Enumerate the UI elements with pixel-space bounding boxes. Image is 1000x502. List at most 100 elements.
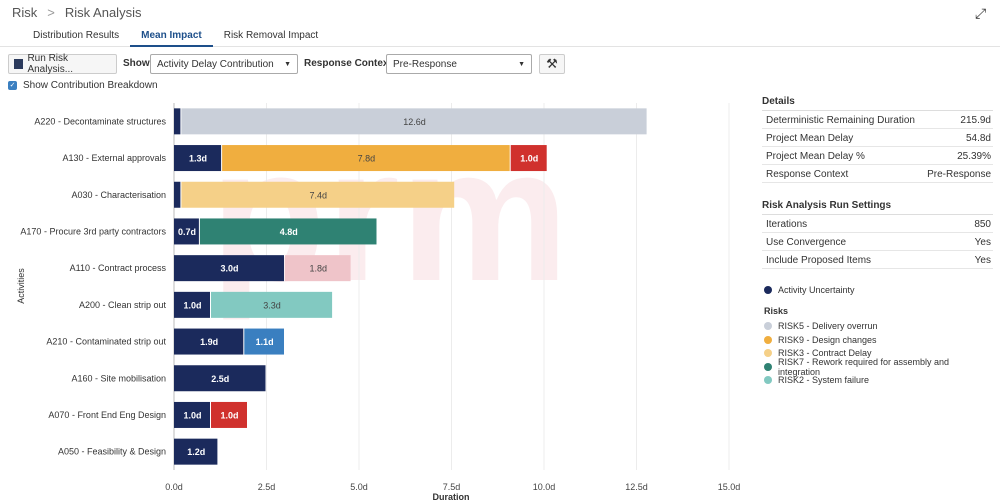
bar-data-label: 7.8d [358,154,376,164]
category-label: A070 - Front End Eng Design [48,410,166,420]
details-panel: Details Deterministic Remaining Duration… [762,93,993,387]
bar-segment[interactable] [211,401,247,428]
x-tick-label: 7.5d [443,482,461,492]
legend-risk-item[interactable]: RISK5 - Delivery overrun [762,320,993,334]
details-row: Response Context Pre-Response [762,165,993,183]
watermark-logo: prm [210,109,569,321]
x-tick-label: 2.5d [258,482,276,492]
category-label: A160 - Site mobilisation [71,373,166,383]
tab-distribution-results[interactable]: Distribution Results [33,30,120,41]
bar-data-label: 2.5d [211,374,229,384]
bar-data-label: 0.7d [178,227,196,237]
response-context-label: Response Context [304,58,392,69]
details-value: Pre-Response [927,169,991,180]
tab-bar: Distribution Results Mean Impact Risk Re… [0,26,1000,47]
y-axis-label: Activities [16,268,26,304]
chevron-down-icon: ▼ [284,60,291,68]
bar-segment[interactable] [181,181,455,208]
breadcrumb-risk[interactable]: Risk [12,5,38,20]
response-context-select[interactable]: Pre-Response ▼ [386,54,532,74]
x-tick-label: 12.5d [625,482,648,492]
tab-mean-impact[interactable]: Mean Impact [130,26,213,47]
details-key: Project Mean Delay [766,133,854,144]
bar-segment[interactable] [199,218,377,245]
bar-segment[interactable] [174,291,210,318]
x-tick-label: 15.0d [718,482,741,492]
bar-data-label: 1.8d [310,264,328,274]
details-value: 25.39% [957,151,991,162]
bar-segment[interactable] [174,181,181,208]
bar-data-label: 1.0d [183,410,201,420]
legend-risk-item[interactable]: RISK3 - Contract Delay [762,347,993,361]
bar-segment[interactable] [174,328,244,355]
settings-key: Iterations [766,219,808,230]
category-label: A050 - Feasibility & Design [58,447,166,457]
legend-risk-item[interactable]: RISK2 - System failure [762,374,993,388]
category-label: A210 - Contaminated strip out [46,337,166,347]
settings-row: Include Proposed Items Yes [762,251,993,269]
details-key: Response Context [766,169,849,180]
run-label: Run Risk Analysis... [27,53,74,75]
legend-activity-uncertainty[interactable]: Activity Uncertainty [762,283,993,297]
show-breakdown-checkbox[interactable]: ✓ Show Contribution Breakdown [8,80,158,91]
legend-risk-item[interactable]: RISK7 - Rework required for assembly and… [762,357,993,377]
legend-label: Activity Uncertainty [778,284,855,295]
bar-segment[interactable] [174,218,199,245]
bar-segment[interactable] [174,365,266,392]
bar-segment[interactable] [244,328,284,355]
run-risk-analysis-button[interactable]: Run Risk Analysis... [8,53,117,75]
x-axis-label: Duration [433,492,470,502]
bar-segment[interactable] [181,108,647,135]
legend-label: RISK2 - System failure [778,375,870,386]
legend-dot [764,335,772,344]
bar-segment[interactable] [174,401,210,428]
bar-data-label: 1.2d [187,447,205,457]
breakdown-label: Show Contribution Breakdown [23,80,158,91]
legend-risk-item[interactable]: RISK9 - Design changes [762,333,993,347]
category-label: A030 - Characterisation [71,190,166,200]
bar-segment[interactable] [211,291,333,318]
tab-risk-removal-impact[interactable]: Risk Removal Impact [223,30,319,41]
category-label: A170 - Procure 3rd party contractors [20,226,166,236]
legend-dot [764,362,772,371]
bar-segment[interactable] [174,255,284,282]
bar-data-label: 3.3d [263,300,281,310]
category-label: A130 - External approvals [62,153,166,163]
details-row: Project Mean Delay % 25.39% [762,147,993,165]
show-value: Activity Delay Contribution [157,58,274,70]
tools-button[interactable]: ⚒ [539,54,565,74]
expand-icon[interactable]: ⤢ [975,5,987,21]
settings-row: Iterations 850 [762,215,993,233]
details-value: 215.9d [960,115,991,126]
chevron-down-icon: ▼ [518,60,525,68]
x-tick-label: 5.0d [350,482,368,492]
legend-dot [764,376,772,385]
mean-impact-chart: prm 0.0d 2.5d 5.0d 7.5d 10.0d 12.5d 15.0d Durati… [16,103,741,502]
show-label: Show [123,58,150,69]
bar-segment[interactable] [285,255,351,282]
settings-row: Use Convergence Yes [762,233,993,251]
bar-data-label: 3.0d [220,264,238,274]
bar-data-label: 12.6d [403,117,426,127]
bar-data-label: 1.3d [189,154,207,164]
legend-label: RISK5 - Delivery overrun [778,321,878,332]
breadcrumb-current: Risk Analysis [64,5,142,20]
bar-segment[interactable] [510,145,547,172]
bar-segment[interactable] [174,438,218,465]
breadcrumb: Risk > Risk Analysis [12,5,141,20]
risks-title: Risks [764,305,789,316]
settings-key: Use Convergence [766,237,847,248]
tools-icon: ⚒ [546,56,558,71]
bar-segment[interactable] [174,108,181,135]
bar-segment[interactable] [174,145,222,172]
bar-segment[interactable] [222,145,510,172]
show-select[interactable]: Activity Delay Contribution ▼ [150,54,298,74]
details-key: Project Mean Delay % [766,151,865,162]
legend-dot [764,349,772,358]
settings-value: 850 [974,219,991,230]
bar-data-label: 1.0d [220,410,238,420]
settings-value: Yes [974,255,991,266]
bar-data-label: 1.9d [200,337,218,347]
legend-dot [764,322,772,331]
details-row: Deterministic Remaining Duration 215.9d [762,111,993,129]
